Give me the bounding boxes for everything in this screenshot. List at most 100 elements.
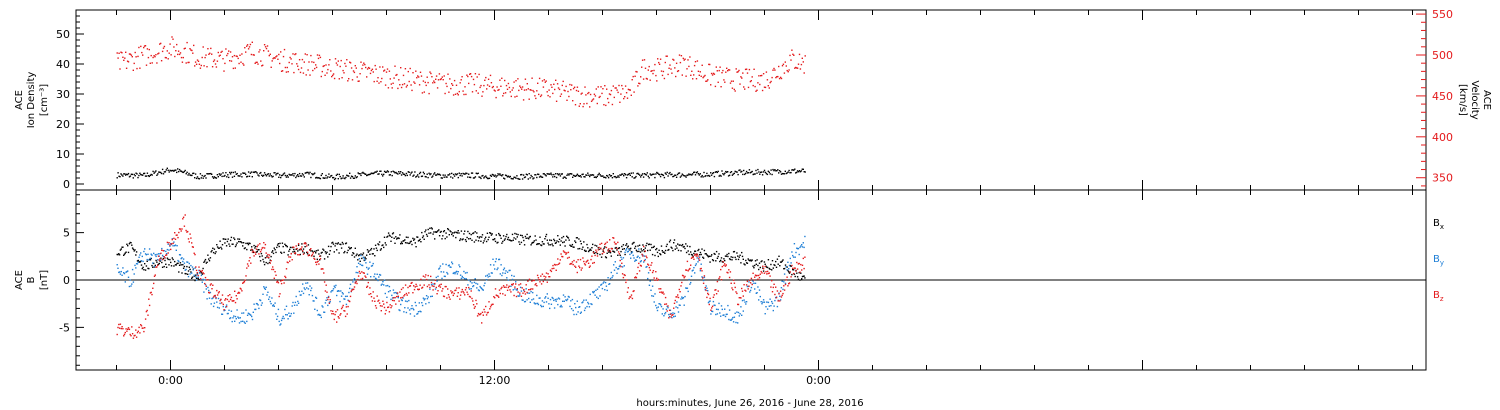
bx-point — [203, 261, 205, 263]
bx-point — [396, 238, 398, 240]
velocity-point — [644, 67, 647, 69]
by-point — [545, 301, 548, 303]
bx-point — [392, 232, 395, 234]
density-point — [613, 176, 615, 178]
bx-point — [734, 256, 736, 259]
bx-point — [464, 230, 466, 232]
by-point — [699, 270, 702, 272]
density-point — [525, 173, 528, 175]
bx-point — [376, 249, 378, 252]
density-point — [455, 174, 458, 176]
bx-point — [340, 243, 342, 246]
by-point — [673, 316, 675, 318]
bz-point — [405, 292, 408, 295]
velocity-point — [257, 63, 259, 65]
bx-point — [784, 264, 787, 266]
density-point — [359, 173, 361, 175]
bx-point — [800, 272, 802, 274]
bx-point — [159, 260, 161, 262]
bz-point — [370, 293, 372, 295]
by-point — [489, 275, 491, 277]
bx-point — [690, 253, 693, 256]
by-point — [771, 300, 773, 303]
by-point — [277, 308, 280, 311]
density-point — [467, 176, 469, 178]
by-point — [636, 256, 638, 258]
by-point — [494, 268, 496, 270]
by-point — [187, 261, 189, 263]
by-point — [256, 303, 258, 305]
velocity-point — [229, 60, 231, 62]
by-point — [766, 301, 768, 303]
density-point — [778, 172, 780, 174]
bx-point — [491, 233, 493, 235]
bx-point — [400, 243, 402, 245]
by-point — [609, 277, 612, 280]
by-point — [681, 297, 684, 300]
density-point — [623, 175, 625, 177]
bz-point — [451, 291, 454, 293]
bx-point — [760, 260, 762, 263]
density-point — [349, 177, 352, 179]
by-point — [588, 306, 591, 308]
bz-point — [391, 299, 394, 302]
by-point — [761, 303, 763, 305]
bx-point — [126, 243, 128, 245]
bz-point — [195, 269, 198, 272]
density-point — [788, 169, 790, 172]
density-point — [396, 172, 398, 175]
density-point — [644, 173, 647, 176]
density-point — [357, 172, 359, 174]
bx-point — [390, 240, 392, 242]
velocity-point — [426, 76, 428, 78]
bz-point — [726, 271, 728, 274]
velocity-point — [636, 71, 638, 73]
bz-point — [420, 278, 422, 281]
density-point — [733, 172, 735, 175]
bx-point — [553, 240, 556, 242]
by-point — [410, 307, 412, 310]
bx-point — [480, 240, 482, 242]
bz-point — [581, 267, 583, 269]
velocity-point — [492, 85, 494, 88]
bz-point — [685, 269, 688, 271]
bz-point — [689, 267, 691, 270]
density-point — [780, 173, 783, 175]
velocity-point — [633, 91, 635, 93]
bx-point — [579, 240, 582, 242]
velocity-point — [390, 83, 392, 85]
bx-point — [671, 247, 673, 249]
bx-point — [485, 236, 487, 238]
bx-point — [561, 237, 563, 239]
bx-point — [217, 247, 220, 249]
density-point — [380, 170, 382, 172]
velocity-point — [682, 57, 684, 60]
by-point — [163, 250, 165, 252]
density-point — [213, 176, 216, 178]
density-point — [173, 170, 175, 172]
velocity-point — [321, 70, 323, 73]
bx-point — [476, 236, 479, 238]
density-point — [278, 176, 280, 178]
bz-point — [233, 300, 235, 302]
velocity-point — [185, 62, 187, 64]
velocity-point — [650, 70, 652, 72]
by-point — [184, 269, 186, 271]
density-point — [306, 171, 308, 174]
density-point — [533, 177, 535, 179]
bx-point — [134, 249, 136, 251]
bx-point — [276, 246, 278, 249]
by-point — [762, 301, 764, 303]
velocity-point — [713, 73, 716, 75]
density-point — [177, 170, 180, 173]
bx-point — [186, 265, 188, 268]
bz-point — [486, 312, 489, 314]
density-point — [506, 176, 509, 178]
velocity-point — [668, 67, 670, 69]
bx-point — [263, 261, 265, 263]
velocity-point — [732, 80, 734, 82]
density-point — [257, 174, 259, 176]
bz-point — [246, 267, 248, 269]
velocity-point — [232, 67, 235, 70]
bx-point — [553, 238, 555, 241]
